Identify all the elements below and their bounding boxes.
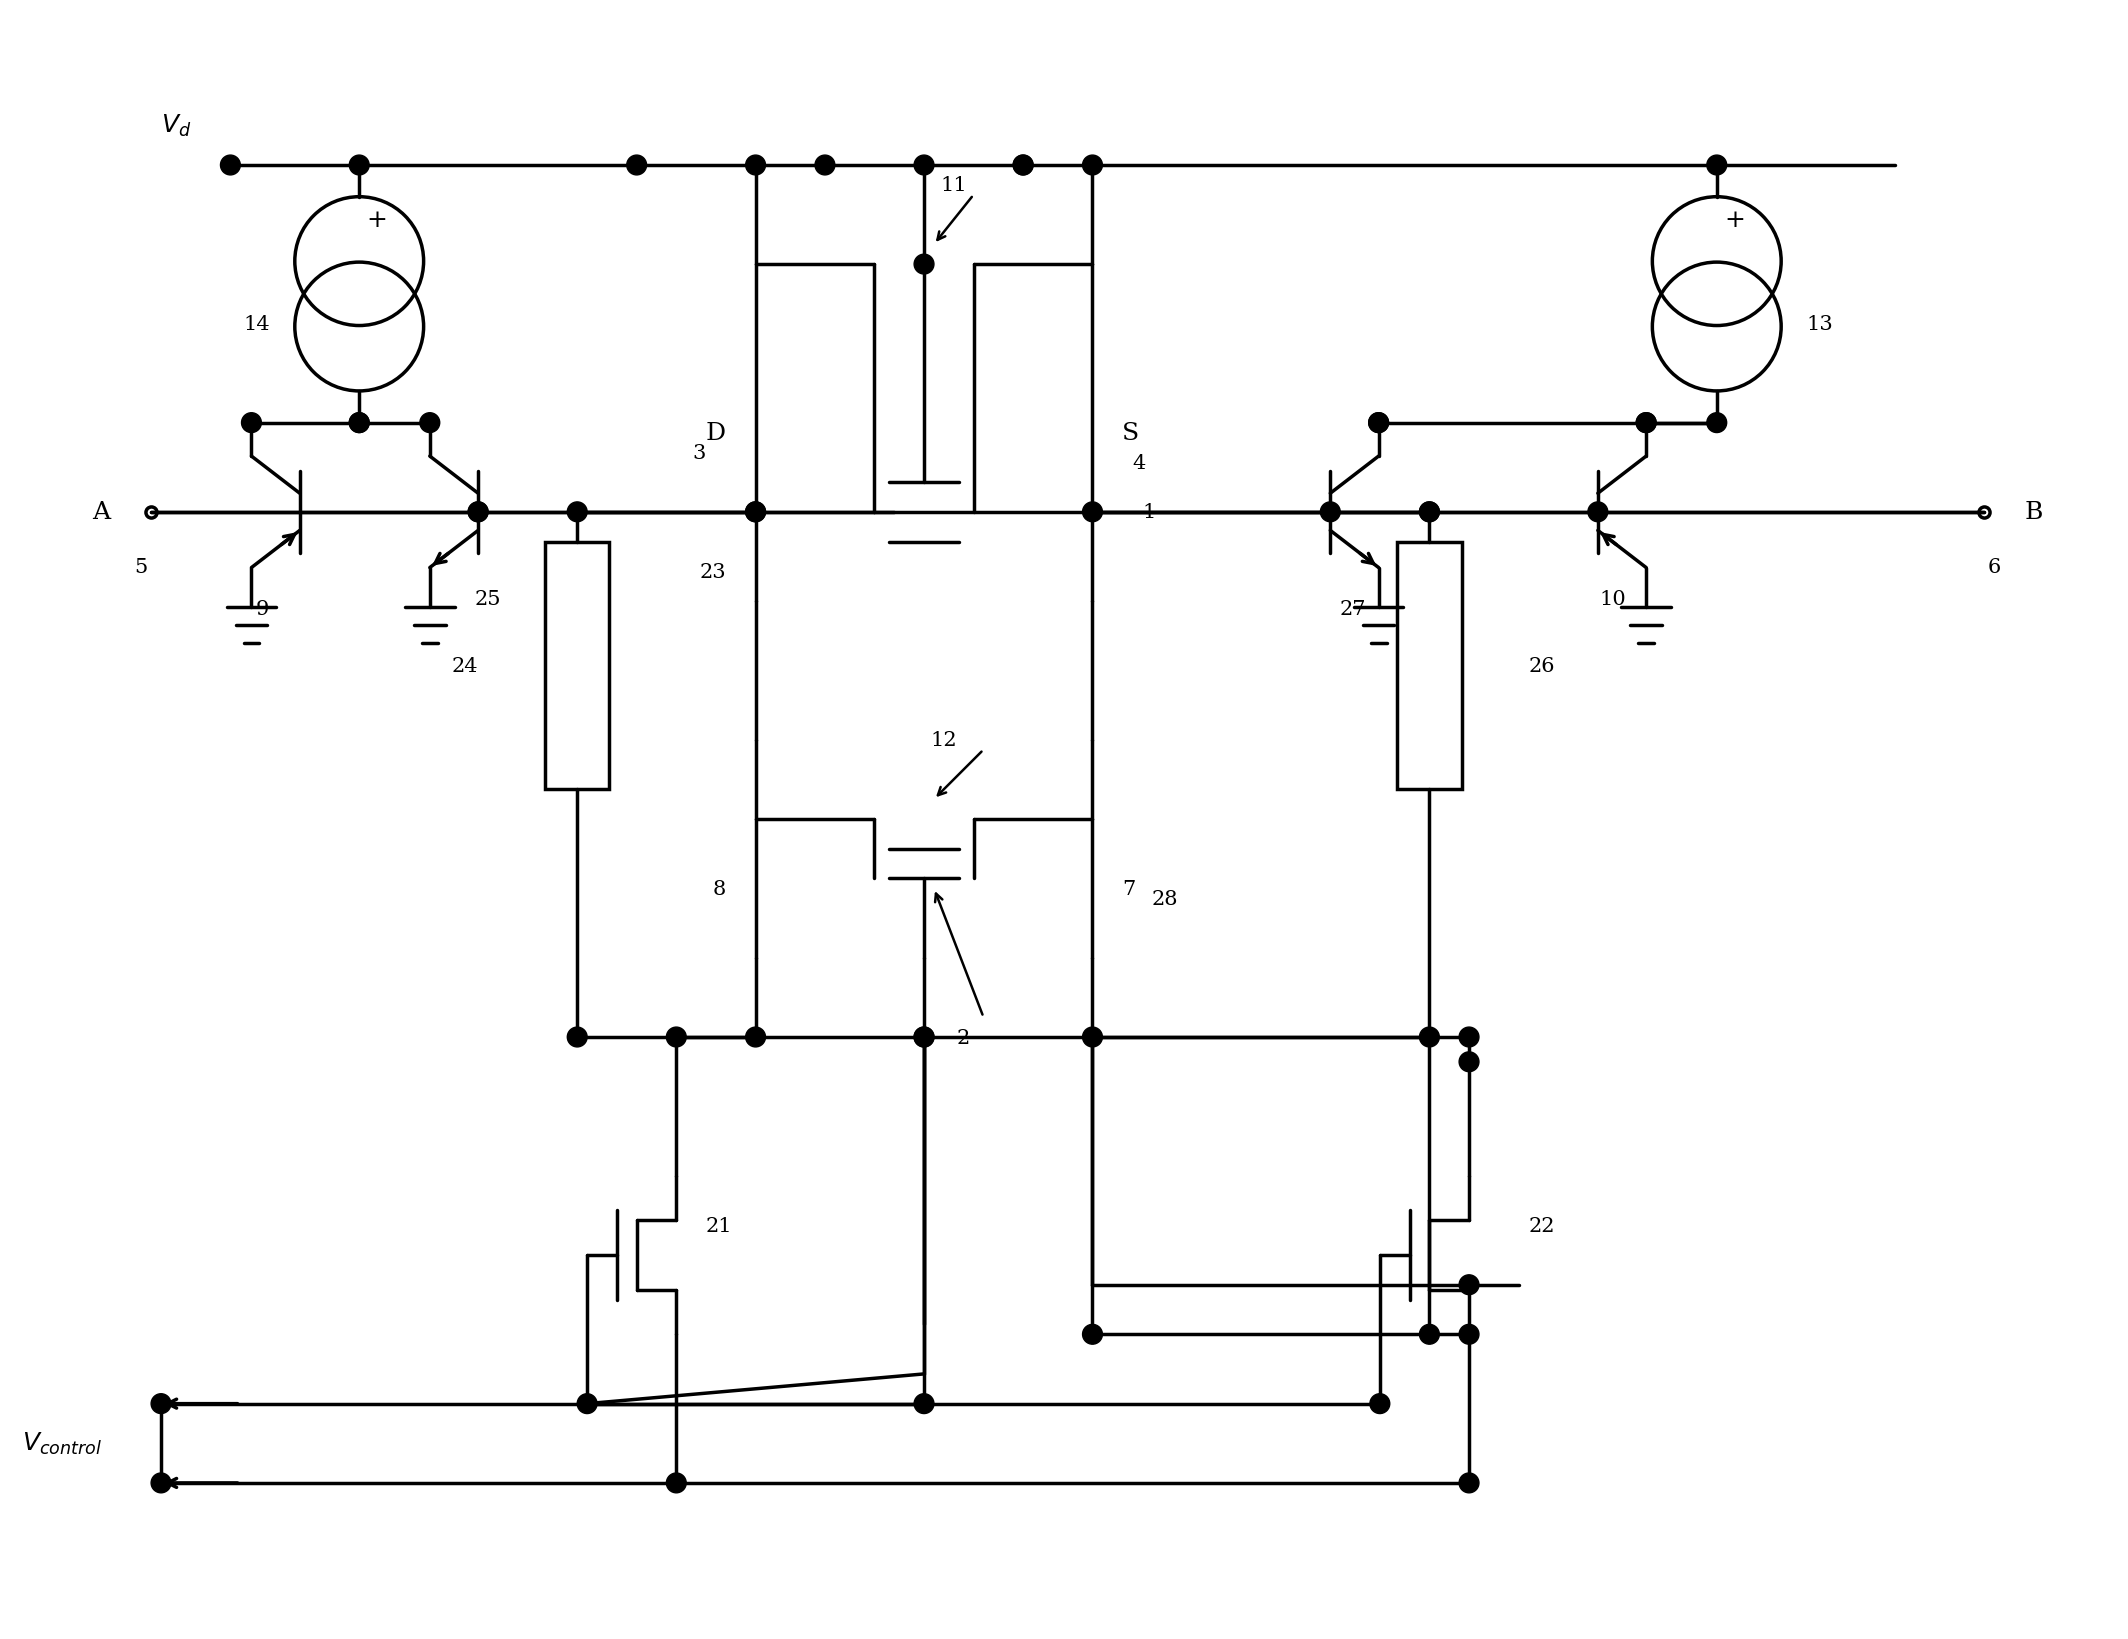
Text: 11: 11 [941, 177, 966, 195]
Text: 5: 5 [134, 557, 147, 577]
Circle shape [745, 156, 766, 175]
Circle shape [1636, 413, 1656, 433]
Circle shape [915, 1028, 934, 1047]
Text: 23: 23 [700, 562, 726, 582]
Text: 14: 14 [243, 315, 270, 334]
Text: 1: 1 [1143, 503, 1156, 521]
Text: 2: 2 [958, 1028, 970, 1047]
Circle shape [1013, 156, 1032, 175]
Circle shape [468, 503, 487, 523]
Circle shape [745, 503, 766, 523]
Circle shape [745, 1028, 766, 1047]
Text: 28: 28 [1151, 890, 1179, 908]
Text: 22: 22 [1528, 1216, 1556, 1236]
Text: 27: 27 [1339, 600, 1366, 618]
Circle shape [1460, 1473, 1479, 1493]
Circle shape [1083, 1324, 1102, 1344]
Circle shape [1460, 1275, 1479, 1295]
Circle shape [349, 413, 368, 433]
Text: 9: 9 [255, 600, 270, 618]
Circle shape [349, 156, 368, 175]
Circle shape [419, 413, 440, 433]
Text: 10: 10 [1600, 590, 1626, 608]
Text: +: + [1724, 208, 1745, 231]
Text: 26: 26 [1528, 657, 1556, 675]
Circle shape [468, 503, 487, 523]
Circle shape [1460, 1324, 1479, 1344]
Circle shape [1370, 1393, 1390, 1414]
Circle shape [1083, 156, 1102, 175]
Circle shape [666, 1473, 685, 1493]
Circle shape [1368, 413, 1390, 433]
Circle shape [1707, 156, 1726, 175]
Circle shape [915, 156, 934, 175]
Circle shape [1419, 503, 1439, 523]
Circle shape [1368, 413, 1390, 433]
Text: A: A [92, 502, 111, 524]
Circle shape [1083, 1028, 1102, 1047]
Text: 4: 4 [1132, 454, 1145, 472]
Text: S: S [1121, 421, 1138, 444]
Circle shape [568, 1028, 587, 1047]
Circle shape [1460, 1052, 1479, 1072]
Text: 13: 13 [1807, 315, 1832, 334]
Circle shape [1419, 503, 1439, 523]
Text: $V_{control}$: $V_{control}$ [21, 1431, 102, 1457]
Circle shape [1419, 1324, 1439, 1344]
Text: $V_d$: $V_d$ [162, 113, 192, 139]
Circle shape [815, 156, 834, 175]
Circle shape [1419, 1028, 1439, 1047]
Circle shape [1587, 503, 1609, 523]
Circle shape [1013, 156, 1032, 175]
Circle shape [243, 413, 262, 433]
Circle shape [349, 413, 368, 433]
Text: 25: 25 [475, 590, 502, 608]
Circle shape [221, 156, 240, 175]
Circle shape [915, 256, 934, 275]
Circle shape [1319, 503, 1341, 523]
Circle shape [577, 1393, 598, 1414]
Bar [545, 543, 609, 790]
Text: 6: 6 [1988, 557, 2000, 577]
Circle shape [628, 156, 647, 175]
Circle shape [151, 1393, 170, 1414]
Text: 3: 3 [692, 444, 706, 462]
Circle shape [1707, 413, 1726, 433]
Text: B: B [2024, 502, 2043, 524]
Circle shape [1460, 1028, 1479, 1047]
Text: 12: 12 [930, 731, 958, 749]
Circle shape [151, 1473, 170, 1493]
Text: 21: 21 [706, 1216, 732, 1236]
Circle shape [915, 1393, 934, 1414]
Text: +: + [366, 208, 387, 231]
Text: 8: 8 [713, 880, 726, 898]
Text: D: D [706, 421, 726, 444]
Text: 24: 24 [451, 657, 479, 675]
Text: 7: 7 [1121, 880, 1136, 898]
Bar [1398, 543, 1462, 790]
Circle shape [666, 1028, 685, 1047]
Circle shape [1636, 413, 1656, 433]
Circle shape [745, 503, 766, 523]
Circle shape [568, 503, 587, 523]
Circle shape [1083, 503, 1102, 523]
Circle shape [915, 1028, 934, 1047]
